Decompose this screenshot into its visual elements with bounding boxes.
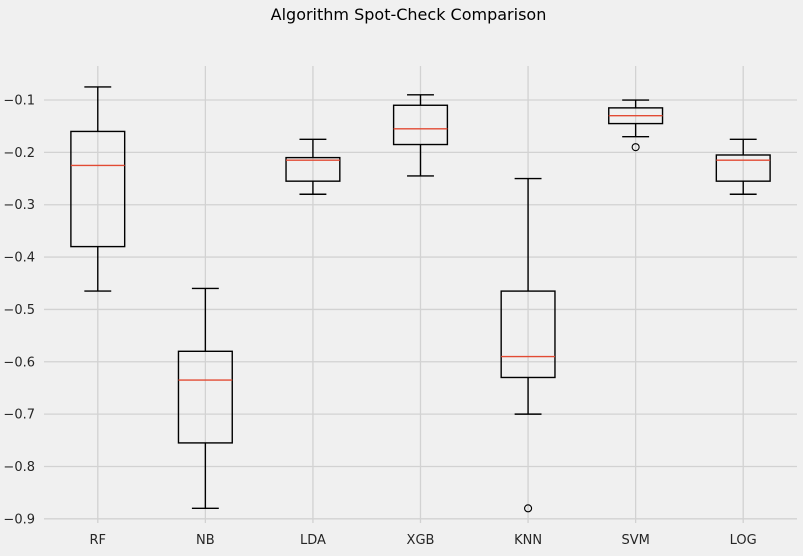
x-tick-label: LDA	[300, 533, 326, 548]
x-tick-label: XGB	[407, 533, 435, 548]
box-KNN	[500, 290, 556, 379]
y-tick-label: −0.9	[3, 512, 35, 527]
y-tick-label: −0.1	[3, 94, 35, 109]
y-tick-label: −0.7	[3, 408, 35, 423]
box-LOG	[715, 154, 771, 182]
box-NB	[177, 350, 233, 444]
outlier-SVM	[631, 143, 640, 152]
box-LDA	[285, 156, 341, 182]
x-tick-label: SVM	[621, 533, 649, 548]
chart-title: Algorithm Spot-Check Comparison	[270, 5, 547, 24]
outlier-KNN	[524, 504, 533, 513]
x-tick-label: KNN	[514, 533, 542, 548]
y-tick-label: −0.6	[3, 355, 35, 370]
y-tick-label: −0.3	[3, 198, 35, 213]
x-tick-label: NB	[196, 533, 215, 548]
y-tick-label: −0.8	[3, 460, 35, 475]
box-RF	[70, 130, 126, 248]
box-XGB	[392, 104, 449, 146]
y-tick-label: −0.5	[3, 303, 35, 318]
y-tick-label: −0.2	[3, 146, 35, 161]
x-tick-label: RF	[90, 533, 107, 548]
x-tick-label: LOG	[730, 533, 757, 548]
y-tick-label: −0.4	[3, 251, 35, 266]
